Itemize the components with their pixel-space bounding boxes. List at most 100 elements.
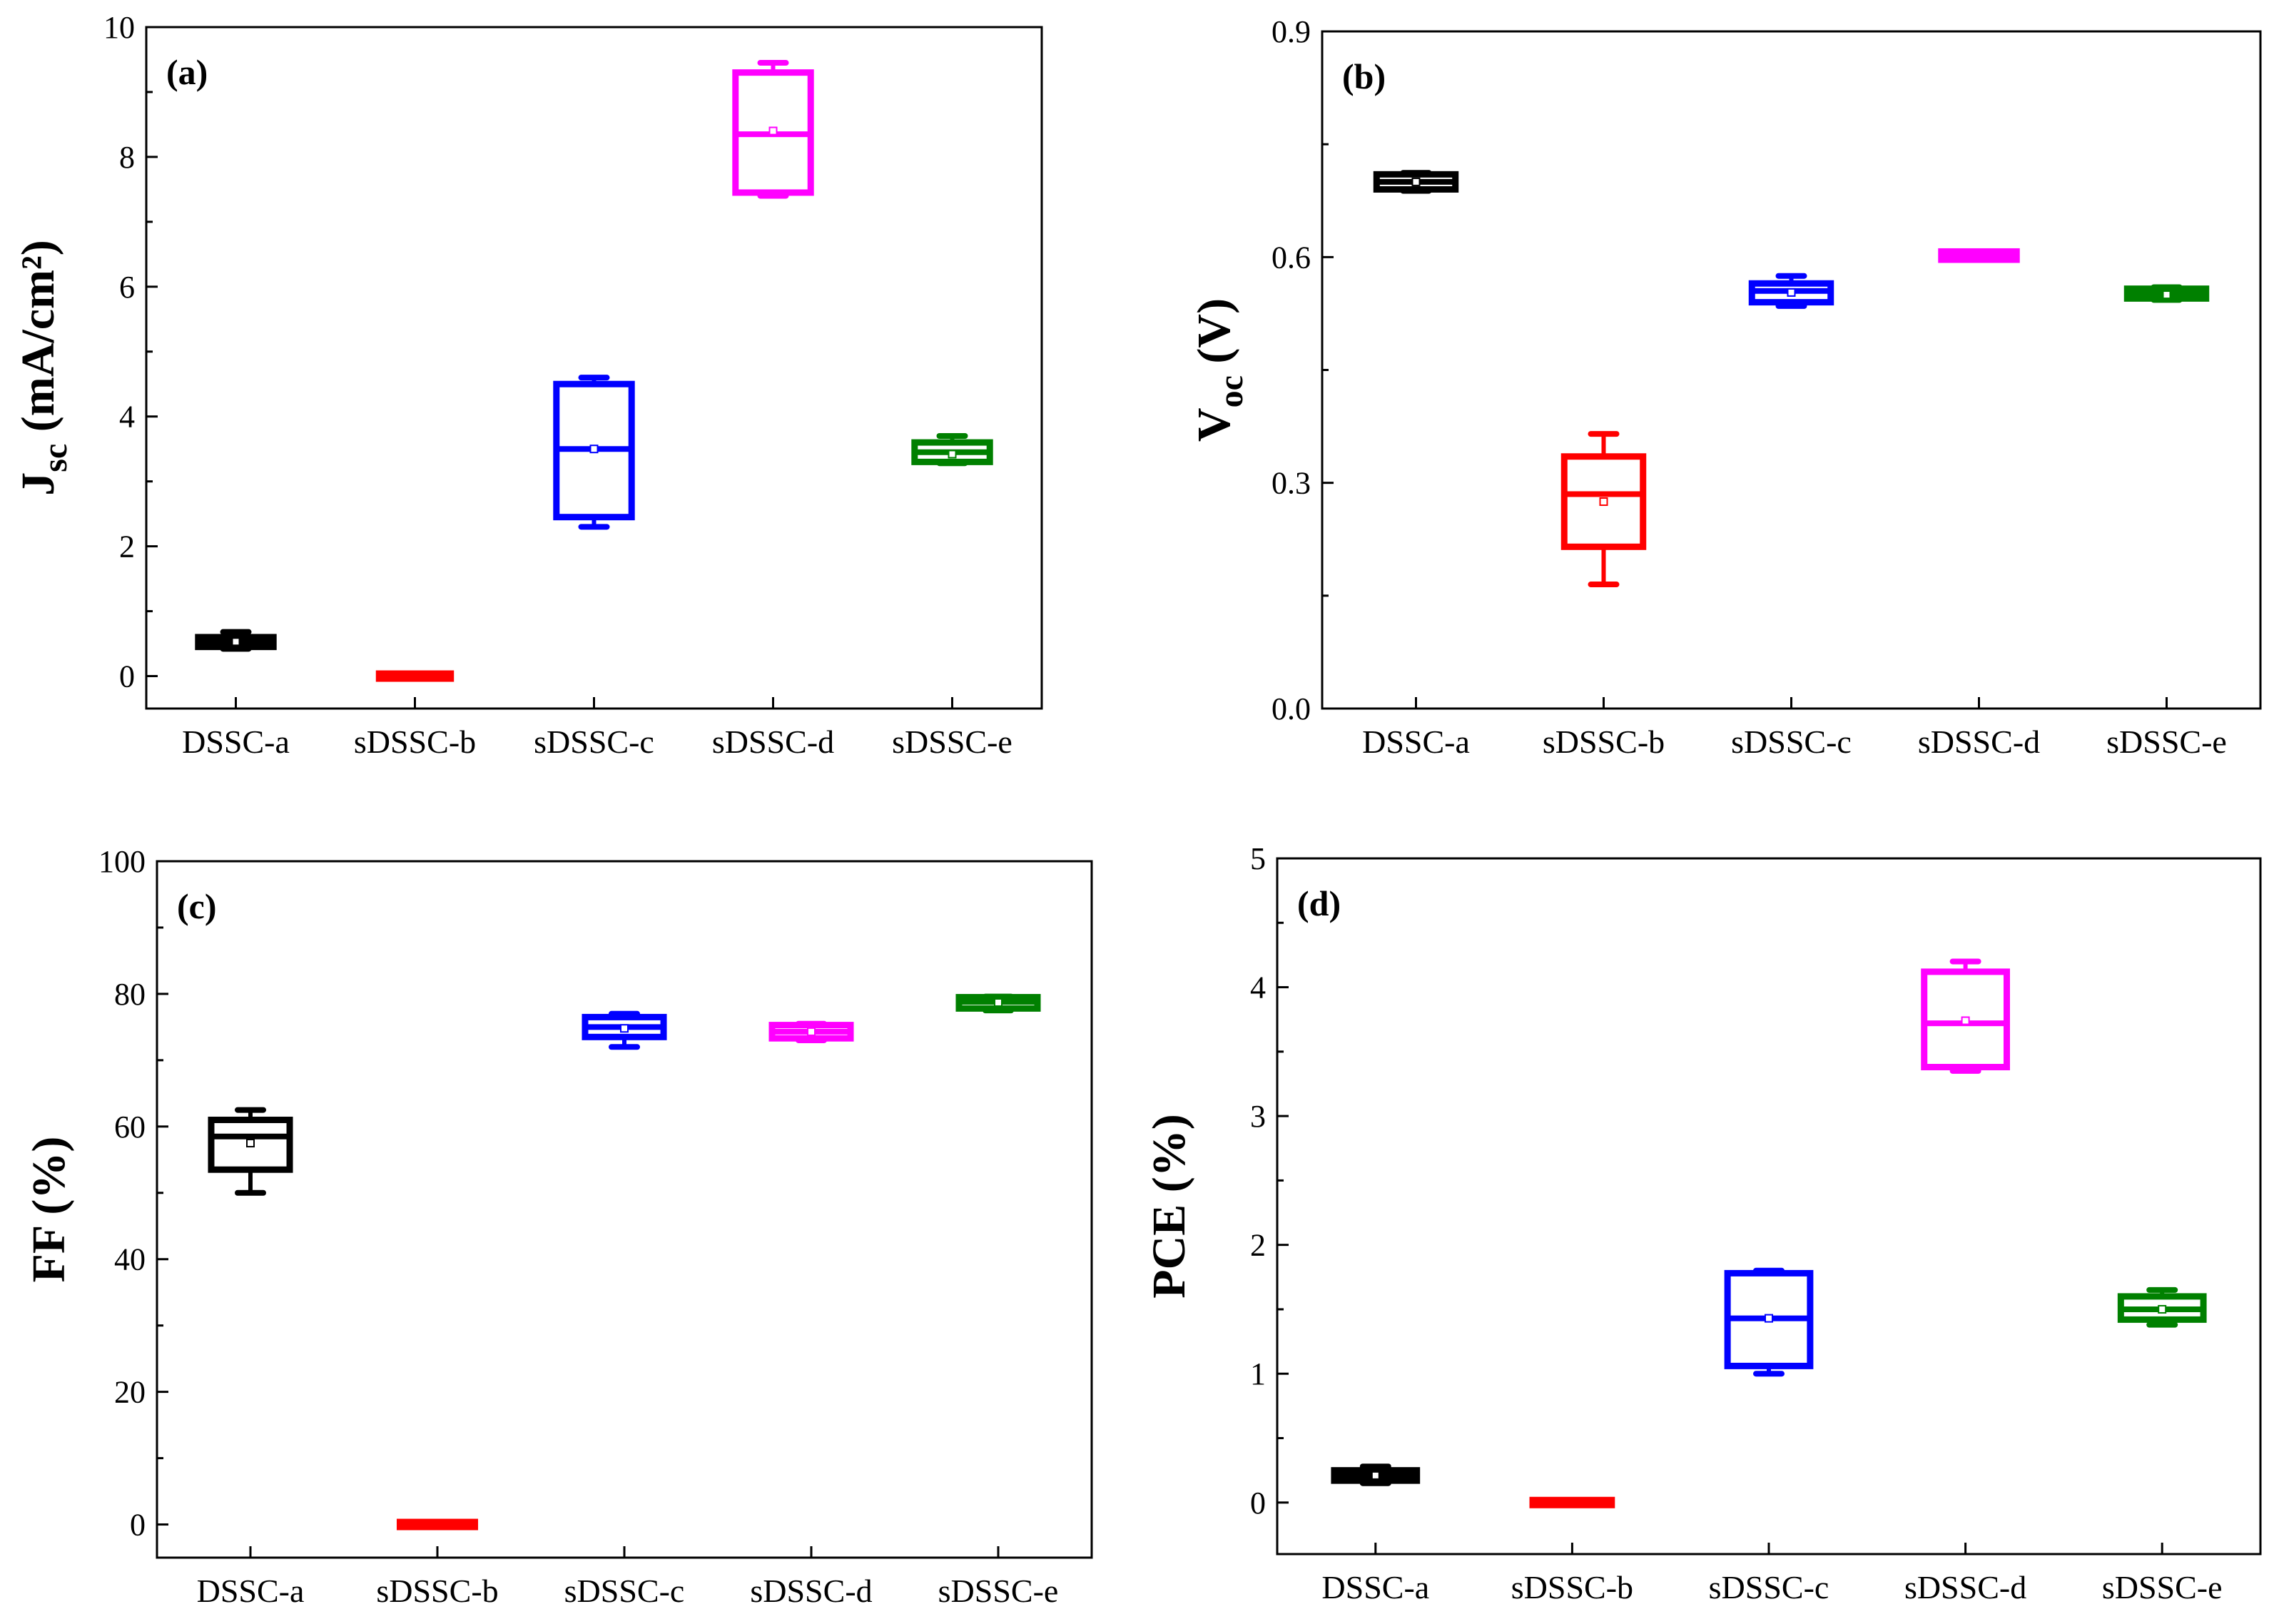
y-axis-title-sub: oc	[1212, 375, 1250, 407]
panel-label: (d)	[1297, 883, 1341, 923]
mean-marker	[231, 637, 240, 646]
box-sDSSC-c	[582, 1010, 667, 1050]
y-axis-title: Jsc (mA/cm²)	[12, 240, 74, 495]
x-tick-label: sDSSC-b	[376, 1573, 498, 1609]
mean-marker	[1599, 497, 1608, 507]
box-sDSSC-c	[1748, 273, 1834, 309]
mean-marker	[1961, 1016, 1970, 1025]
box-sDSSC-d	[732, 60, 814, 199]
panel-label: (b)	[1342, 56, 1386, 96]
box-DSSC-a	[195, 629, 277, 652]
y-tick-label: 2	[1250, 1228, 1266, 1263]
box-sDSSC-d	[1938, 248, 2020, 263]
y-tick-label: 0	[130, 1508, 146, 1543]
box-sDSSC-d	[1921, 958, 2010, 1074]
box-sDSSC-b	[396, 1518, 479, 1531]
x-tick-label: sDSSC-d	[1904, 1569, 2026, 1605]
mean-marker	[2162, 290, 2171, 300]
x-tick-label: sDSSC-d	[1918, 724, 2040, 760]
plot-frame	[145, 26, 1043, 710]
box-body	[396, 1518, 479, 1531]
box-sDSSC-e	[911, 433, 993, 467]
box-sDSSC-c	[1724, 1267, 1814, 1377]
y-tick-label: 0.0	[1271, 691, 1311, 726]
panel-c: 0 20 40 60 80 100 DSSC-a sDSSC-b sDSSC-c sDSSC-d s…	[23, 844, 1093, 1609]
y-axis-title: PCE (%)	[1143, 1114, 1195, 1298]
x-tick-label: sDSSC-c	[1731, 724, 1852, 760]
y-axis-title-sub: sc	[36, 444, 74, 472]
plot-frame	[156, 860, 1093, 1559]
y-tick-label: 5	[1250, 841, 1266, 876]
panel-d: 0 1 2 3 4 5 DSSC-a sDSSC-b sDSSC-c sDSSC-d sDSSC-e…	[1143, 841, 2262, 1605]
y-tick-label: 0	[1250, 1486, 1266, 1521]
panel-label: (c)	[177, 886, 217, 926]
box-body	[1938, 248, 2020, 263]
y-tick-label: 4	[1250, 970, 1266, 1005]
x-tick-label: sDSSC-e	[892, 724, 1012, 760]
y-tick-label: 0.3	[1271, 466, 1311, 501]
box-DSSC-a	[1373, 170, 1459, 194]
mean-marker	[994, 998, 1003, 1007]
box-body	[1529, 1496, 1615, 1508]
box-sDSSC-e	[2123, 284, 2210, 303]
y-tick-label: 40	[114, 1242, 146, 1277]
panel-label: (a)	[166, 52, 208, 92]
y-axis-title-rest: (mA/cm²)	[12, 240, 64, 444]
box-sDSSC-e	[955, 993, 1041, 1014]
box-sDSSC-d	[768, 1020, 854, 1043]
mean-marker	[1787, 288, 1796, 297]
y-tick-label: 80	[114, 977, 146, 1012]
x-tick-label: sDSSC-c	[1709, 1569, 1829, 1605]
x-tick-label: sDSSC-d	[750, 1573, 872, 1609]
x-tick-label: DSSC-a	[1362, 724, 1470, 760]
panel-a: 0 2 4 6 8 10 DSSC-a sDSSC-b sDSSC-c sDSSC-d sDSSC-…	[12, 10, 1043, 760]
mean-marker	[2158, 1304, 2167, 1314]
y-axis-title: Voc (V)	[1188, 298, 1250, 442]
x-tick-label: DSSC-a	[1321, 1569, 1429, 1605]
y-tick-label: 6	[119, 270, 135, 305]
mean-marker	[948, 450, 957, 459]
y-tick-label: 0.9	[1271, 14, 1311, 49]
panel-b: 0.0 0.3 0.6 0.9 DSSC-a sDSSC-b sDSSC-c sDSSC-d s…	[1188, 14, 2262, 760]
box-body	[1560, 453, 1647, 550]
y-tick-label: 4	[119, 400, 135, 435]
x-tick-label: sDSSC-e	[2106, 724, 2227, 760]
y-axis-title-main: PCE (%)	[1143, 1114, 1195, 1298]
mean-marker	[620, 1024, 629, 1033]
mean-marker	[807, 1027, 816, 1036]
x-tick-label: sDSSC-d	[712, 724, 834, 760]
mean-marker	[1765, 1314, 1773, 1323]
y-tick-label: 1	[1250, 1356, 1266, 1391]
y-tick-label: 60	[114, 1110, 146, 1145]
x-tick-label: sDSSC-c	[534, 724, 654, 760]
x-tick-label: DSSC-a	[182, 724, 290, 760]
y-axis-title-main: V	[1188, 407, 1240, 442]
box-sDSSC-e	[2117, 1286, 2207, 1328]
box-sDSSC-c	[553, 375, 635, 530]
x-tick-label: sDSSC-e	[2102, 1569, 2223, 1605]
y-axis-title-main: FF (%)	[23, 1137, 75, 1283]
y-tick-label: 2	[119, 529, 135, 564]
y-tick-label: 3	[1250, 1099, 1266, 1134]
x-tick-label: sDSSC-e	[938, 1573, 1059, 1609]
mean-marker	[768, 126, 778, 136]
y-tick-label: 20	[114, 1375, 146, 1410]
mean-marker	[246, 1139, 255, 1148]
box-sDSSC-b	[1529, 1496, 1615, 1508]
x-tick-label: DSSC-a	[197, 1573, 305, 1609]
box-sDSSC-b	[1560, 431, 1647, 588]
y-axis-title-rest: (V)	[1188, 298, 1240, 375]
mean-marker	[589, 445, 599, 454]
y-axis-title: FF (%)	[23, 1137, 75, 1283]
x-tick-label: sDSSC-b	[1543, 724, 1665, 760]
y-tick-label: 0.6	[1271, 240, 1311, 275]
x-tick-label: sDSSC-b	[354, 724, 476, 760]
y-tick-label: 0	[119, 659, 135, 694]
y-tick-label: 8	[119, 140, 135, 175]
box-sDSSC-b	[375, 670, 455, 682]
plot-frame	[1276, 857, 2262, 1556]
x-tick-label: sDSSC-c	[564, 1573, 685, 1609]
y-tick-label: 100	[98, 844, 146, 879]
box-DSSC-a	[1331, 1463, 1421, 1486]
